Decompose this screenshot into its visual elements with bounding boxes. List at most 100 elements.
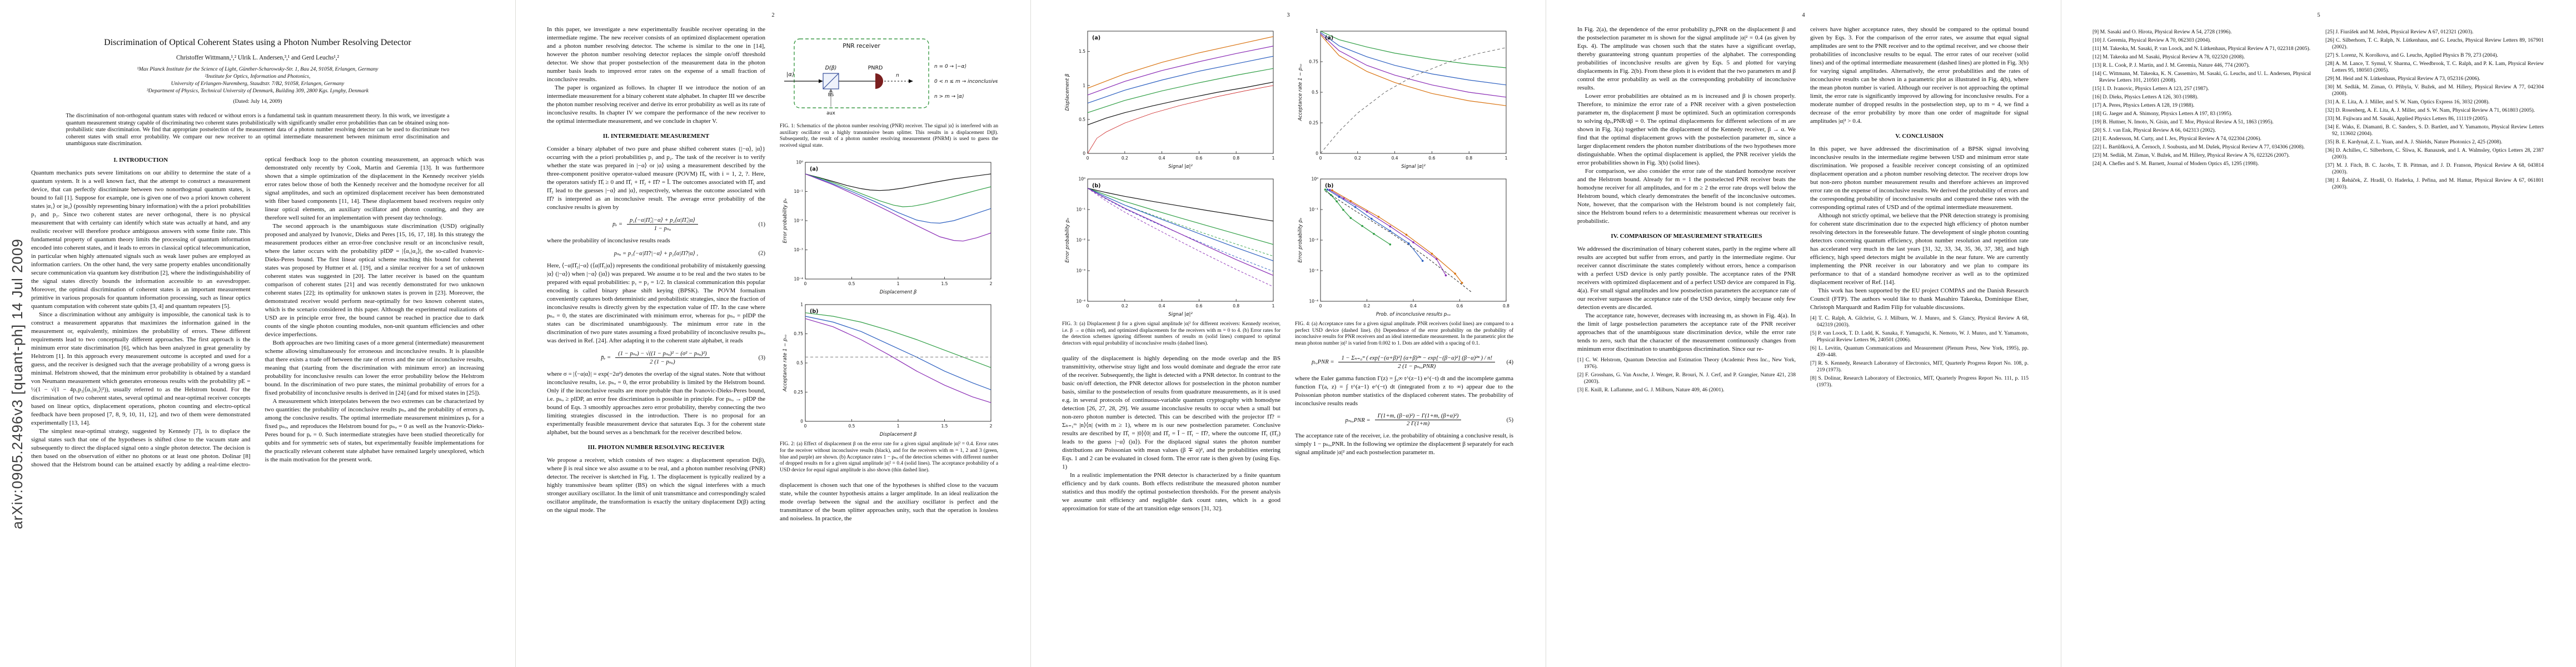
svg-text:0.6: 0.6 xyxy=(1428,156,1435,161)
fig2b-acceptance-vs-displacement-plot: 0 0.5 1 1.5 2 0 0.25 0.5 0.75 1 Displacement β Acce… xyxy=(783,302,993,438)
svg-text:0.6: 0.6 xyxy=(1195,303,1202,308)
equation-number: (3) xyxy=(758,355,765,361)
body-paragraph: We propose a receiver, which consists of… xyxy=(547,457,765,514)
fig4-label: FIG. 4: xyxy=(1295,321,1311,327)
reference-item: [23] M. Sedlák, M. Ziman, V. Bužek, and … xyxy=(2092,152,2290,158)
svg-text:0.25: 0.25 xyxy=(794,390,803,395)
page4-left-column: In Fig. 2(a), the dependence of the erro… xyxy=(1577,26,1796,645)
reference-item: [18] G. Jaeger and A. Shimony, Physics L… xyxy=(2092,111,2233,117)
svg-text:Acceptance rate 1 − pₙₒ: Acceptance rate 1 − pₙₒ xyxy=(1298,63,1303,121)
svg-text:1.5: 1.5 xyxy=(1079,49,1085,54)
pnr-detector-label: PNRD xyxy=(868,65,883,71)
svg-text:(b): (b) xyxy=(1325,183,1333,189)
reference-item: [8] S. Dolinar, Research Laboratory of E… xyxy=(1810,375,2029,388)
equation-3: p̄ₑ = (1 − pₙₒ) − √((1 − pₙₒ)² − (σ² − p… xyxy=(547,350,765,365)
body-paragraph: where σ = |⟨−α|α⟩| = exp(−2α²) denotes t… xyxy=(547,371,765,436)
fig4a-acceptance-plot: 0 0.2 0.4 0.6 0.8 1 0 0.25 0.5 0.75 1 Signal |α|² Ac… xyxy=(1298,29,1508,170)
svg-text:0: 0 xyxy=(804,281,806,286)
svg-text:Signal |α|²: Signal |α|² xyxy=(1401,164,1426,170)
denominator: 2 (1 − pₙₒ,PNR) xyxy=(1338,362,1496,370)
svg-text:2: 2 xyxy=(989,281,992,286)
equation-2: pₙₒ = p₁⟨−α|Π̂?|−α⟩ + p₂⟨α|Π̂?|α⟩ , (2) xyxy=(547,250,765,257)
fig2-label: FIG. 2: xyxy=(780,441,795,447)
svg-text:10⁻⁴: 10⁻⁴ xyxy=(1309,299,1318,304)
reference-item: [9] M. Sasaki and O. Hirota, Physical Re… xyxy=(2092,29,2232,35)
reference-item: [37] M. J. Fitch, B. C. Jacobs, T. B. Pi… xyxy=(2325,162,2544,175)
fig2-caption: FIG. 2: (a) Effect of displacement β on … xyxy=(780,441,998,474)
arxiv-stamp: arXiv:0905.2496v3 [quant-ph] 14 Jul 2009 xyxy=(9,238,26,529)
fraction: Γ(1+m, (β−α)²) − Γ(1+m, (β+α)²) 2 Γ(1+m) xyxy=(1374,413,1462,427)
page3-left-column: 0 0.2 0.4 0.6 0.8 1 0 0.5 1 1.5 Signal |α|² Displac… xyxy=(1062,26,1280,513)
svg-text:0.2: 0.2 xyxy=(1354,156,1361,161)
equation-number: (2) xyxy=(758,250,765,257)
body-paragraph: where the probability of inconclusive re… xyxy=(547,237,670,244)
reference-item: [13] R. L. Cook, P. J. Martin, and J. M.… xyxy=(2092,62,2250,68)
svg-text:0.6: 0.6 xyxy=(1456,303,1463,308)
svg-text:0.5: 0.5 xyxy=(848,424,855,429)
reference-item: [29] M. Heid and N. Lütkenhaus, Physical… xyxy=(2325,76,2480,82)
page-3: 3 0 0.2 0.4 0.6 0.8 1 0 0.5 1 1.5 Signal |α|² Displ… xyxy=(1030,0,1546,667)
reference-item: [3] E. Knill, R. Laflamme, and G. J. Mil… xyxy=(1577,387,1725,393)
equation-lhs: p̄ₑ = xyxy=(601,355,611,361)
body-paragraph: The second approach is the unambiguous s… xyxy=(265,222,485,338)
svg-text:0.4: 0.4 xyxy=(1158,303,1165,308)
svg-text:0.5: 0.5 xyxy=(1079,117,1085,122)
body-paragraph: Since a discrimination without any ambig… xyxy=(31,311,251,426)
affiliation-2b: University of Erlangen-Nuremberg, Staudt… xyxy=(171,81,345,87)
outcome-zero-label: n = 0 → |−α⟩ xyxy=(934,64,966,69)
svg-text:Displacement β: Displacement β xyxy=(1065,73,1070,111)
page-number: 4 xyxy=(1802,12,1805,18)
svg-text:(b): (b) xyxy=(810,308,818,315)
reference-item: [12] M. Takeoka and M. Sasaki, Physical … xyxy=(2092,54,2245,60)
signal-state-label: |α⟩ xyxy=(786,72,794,78)
svg-text:0: 0 xyxy=(1316,151,1318,156)
reference-list: [4] T. C. Ralph, A. Gilchrist, G. J. Mil… xyxy=(1810,315,2029,390)
svg-text:10⁻⁴: 10⁻⁴ xyxy=(1076,299,1085,304)
reference-item: [28] A. M. Lance, T. Symul, V. Sharma, C… xyxy=(2325,61,2544,73)
reference-item: [17] A. Peres, Physics Letters A 128, 19… xyxy=(2092,102,2195,108)
reference-item: [27] S. Lorenz, N. Korolkova, and G. Leu… xyxy=(2325,52,2498,58)
displacement-label: D(β) xyxy=(825,65,836,71)
fig3b-error-rates-plot: 0 0.2 0.4 0.6 0.8 1 10⁰ 10⁻¹ 10⁻² 10⁻³ 10⁻⁴ Signal … xyxy=(1065,177,1275,318)
svg-text:0.75: 0.75 xyxy=(1309,59,1318,64)
body-paragraph: Lower error probabilities are obtained a… xyxy=(1577,93,1796,166)
reference-item: [4] T. C. Ralph, A. Gilchrist, G. J. Mil… xyxy=(1810,315,2029,328)
fig3-caption-text: (a) Displacement β for a given signal am… xyxy=(1062,321,1280,346)
svg-text:10⁻¹: 10⁻¹ xyxy=(1309,207,1318,212)
svg-text:Prob. of inconclusive results: Prob. of inconclusive results pₙₒ xyxy=(1376,312,1451,317)
reference-item: [15] I. D. Ivanovic, Physics Letters A 1… xyxy=(2092,86,2209,92)
fig2-caption-text: (a) Effect of displacement β on the erro… xyxy=(780,441,998,473)
equation-number: (1) xyxy=(758,221,765,227)
svg-text:Error probability pₑ: Error probability pₑ xyxy=(783,198,788,243)
svg-text:0.4: 0.4 xyxy=(1391,156,1398,161)
svg-text:1: 1 xyxy=(1272,303,1274,308)
body-paragraph: Both approaches are two limiting cases o… xyxy=(265,339,485,396)
fig4b-parametric-plot: 0 0.2 0.4 0.6 0.8 10⁰ 10⁻¹ 10⁻² 10⁻³ 10⁻⁴ Prob. of… xyxy=(1298,177,1509,318)
body-paragraph: Consider a binary alphabet of two pure a… xyxy=(547,146,765,211)
abstract: The discrimination of non-orthogonal qua… xyxy=(66,113,450,147)
svg-text:0.8: 0.8 xyxy=(1503,303,1509,308)
reference-item: [14] C. Wittmann, M. Takeoka, K. N. Cass… xyxy=(2092,71,2311,83)
denominator: 2 Γ(1+m) xyxy=(1374,420,1462,427)
affiliation-2: ²Institute for Optics, Information and P… xyxy=(205,73,311,79)
body-paragraph: For comparison, we also consider the err… xyxy=(1577,168,1796,225)
page4-right-column: ceivers have higher acceptance rates, th… xyxy=(1810,26,2029,645)
fig3a-displacement-plot: 0 0.2 0.4 0.6 0.8 1 0 0.5 1 1.5 Signal |α|² Displac… xyxy=(1065,31,1274,170)
equation-5: pₙₒ,PNR = Γ(1+m, (β−α)²) − Γ(1+m, (β+α)²… xyxy=(1295,413,1513,427)
svg-text:10⁻²: 10⁻² xyxy=(1309,238,1318,243)
svg-text:0: 0 xyxy=(1319,156,1322,161)
body-paragraph: The acceptance rate of the receiver, i.e… xyxy=(1295,432,1513,456)
body-paragraph: where the Euler gamma function Γ(z) = ∫₀… xyxy=(1295,375,1513,407)
equation-4: pₑ,PNR = 1 − Σₙ₌₀ᵐ ( exp[−(α+β)²] (α+β)²… xyxy=(1295,355,1513,370)
svg-text:2: 2 xyxy=(989,424,992,429)
svg-text:10⁻²: 10⁻² xyxy=(794,218,803,223)
page-number: 2 xyxy=(771,12,775,18)
svg-text:1: 1 xyxy=(1083,83,1085,88)
svg-text:10⁰: 10⁰ xyxy=(1078,177,1085,182)
section-heading-1: I. INTRODUCTION xyxy=(113,156,168,163)
denominator: 1 − pₙₒ xyxy=(627,224,698,232)
fig3-label: FIG. 3: xyxy=(1062,321,1078,327)
acknowledgments-paragraph: This work has been supported by the EU p… xyxy=(1810,287,2029,311)
reference-item: [25] J. Fiurášek and M. Ježek, Physical … xyxy=(2325,29,2474,35)
